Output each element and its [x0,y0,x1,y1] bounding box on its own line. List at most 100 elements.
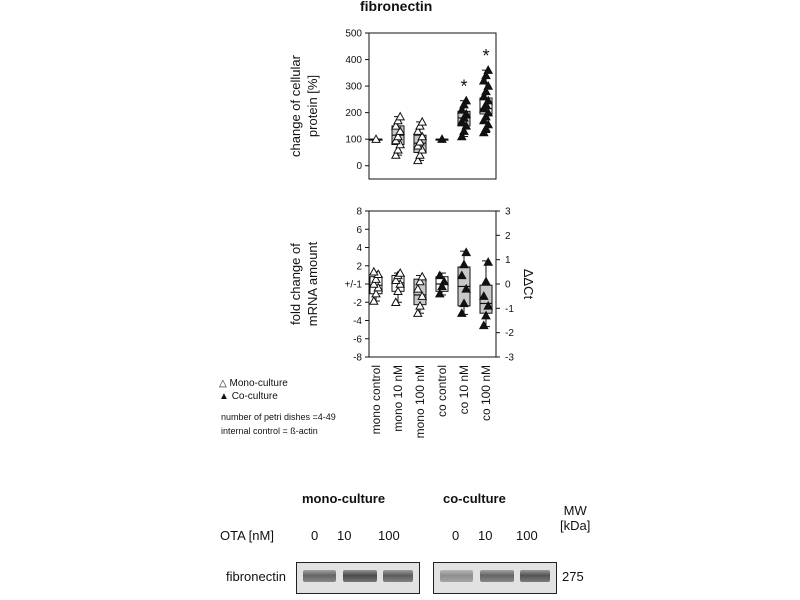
data-point-filled [483,257,494,266]
data-point-open [371,288,381,298]
blot-band [440,570,473,582]
mw-label-line2: [kDa] [560,518,591,533]
data-point-open [368,266,379,276]
y-tick-label: 8 [356,207,362,218]
data-point-open [415,300,425,310]
y-axis-label-line: change of cellular [288,54,303,157]
data-point-open [390,120,401,130]
y2-tick-label: 2 [505,231,511,242]
x-tick-label: mono 10 nM [391,365,405,432]
blot-group-co: co-culture [443,491,506,506]
mrna-box-chart: -8 -6 -4 -2 +/-1 2 4 6 8 -3 -2 -1 0 1 2 3 fold change of… [288,207,536,439]
data-point-filled [437,134,447,143]
x-tick-label: co control [435,365,449,417]
data-point-filled [478,91,489,101]
data-point-open [415,136,425,146]
data-point-filled [459,259,469,269]
data-point-filled [434,270,445,280]
x-tick-label: mono control [369,365,383,434]
data-point-filled [481,86,491,96]
significance-star: * [482,46,489,66]
data-point-filled [483,300,494,310]
plot-frame [368,210,497,358]
data-point-open [393,131,403,141]
y-tick-label: 6 [356,225,362,236]
data-point-open [412,155,423,165]
blot-band [383,570,413,582]
data-point-filled [456,104,467,114]
lane-label: 10 [478,528,493,543]
y-tick-label: 100 [345,135,362,146]
y2-tick-label: 3 [505,207,511,218]
y-tick-label: 200 [345,108,362,119]
data-point-open [395,126,406,135]
ota-label: OTA [nM] [220,528,274,543]
blot-strip-co [433,562,557,594]
data-point-open [390,297,401,306]
blot-strip-mono [296,562,420,594]
lane-label: 0 [452,528,460,543]
blot-group-mono: mono-culture [302,491,386,506]
data-point-open [390,275,401,285]
y-tick-label: 4 [356,243,362,254]
y-tick-label: 400 [345,55,362,66]
data-point-filled [478,291,489,300]
data-point-open [412,308,423,317]
data-point-open [417,131,428,141]
y-axis-label-line: mRNA amount [305,241,320,326]
data-point-filled [459,298,469,308]
data-point-filled [439,276,450,286]
y-tick-label: 500 [345,29,362,40]
data-point-open [415,150,425,159]
y-tick-label: 2 [356,261,362,272]
data-point-open [417,271,428,281]
figure-title: fibronectin [360,0,433,14]
blot-band [520,570,550,582]
blot-band [303,570,336,582]
y-axis-label-line: protein [%] [305,75,320,137]
data-point-filled [456,270,467,280]
blot-row-label: fibronectin [226,569,286,584]
y2-tick-label: 0 [505,280,511,291]
data-point-filled [481,70,491,80]
plot-frame [368,32,497,180]
data-point-open [393,286,403,295]
legend-label-co: Co-culture [231,391,278,402]
data-point-open [395,111,406,121]
note-petri-dishes: number of petri dishes =4-49 [221,412,336,422]
data-point-open [412,283,423,293]
data-point-filled [478,75,489,85]
data-point-filled [481,276,491,286]
data-point-open [371,274,381,283]
y-tick-label: -8 [353,353,362,364]
y2-tick-label: -3 [505,353,514,364]
data-point-open [393,144,403,154]
legend-item-mono: △ Mono-culture [219,378,288,389]
lane-label: 100 [516,528,538,543]
data-point-open [371,134,381,143]
data-point-filled [461,95,472,105]
data-point-filled [456,308,467,317]
filled-triangle-icon: ▲ [219,391,229,402]
data-point-filled [459,126,469,135]
y-tick-label: -2 [353,298,362,309]
data-point-open [390,150,401,159]
x-tick-label: co 100 nM [479,365,493,421]
data-point-filled [461,247,472,257]
y2-tick-label: -2 [505,328,514,339]
y-tick-label: 300 [345,82,362,93]
open-triangle-icon: △ [219,378,227,389]
data-point-filled [437,281,447,291]
legend-label-mono: Mono-culture [229,378,288,389]
y-axis-label: change of cellular protein [%] [288,54,320,157]
y-tick-label: +/-1 [344,280,362,291]
y2-tick-label: -1 [505,304,514,315]
mw-label-line1: MW [563,503,587,518]
legend-item-co: ▲ Co-culture [219,391,278,402]
lane-label: 0 [311,528,319,543]
y-axis-label-line: fold change of [288,243,303,325]
data-point-filled [434,288,445,298]
y2-axis-label: ΔΔCt [521,269,536,300]
data-point-filled [481,310,491,320]
